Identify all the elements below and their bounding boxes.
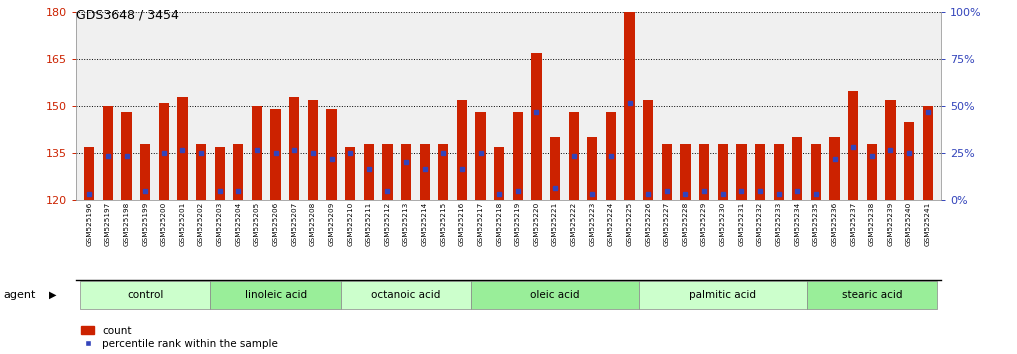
Text: oleic acid: oleic acid [530, 290, 580, 300]
Bar [215, 147, 225, 200]
Text: control: control [127, 290, 164, 300]
Bar [345, 147, 355, 200]
Bar [736, 144, 746, 200]
Bar [811, 144, 821, 200]
Bar [382, 144, 393, 200]
FancyBboxPatch shape [639, 281, 806, 309]
Bar [774, 144, 784, 200]
Bar [308, 100, 318, 200]
FancyBboxPatch shape [471, 281, 639, 309]
Text: GDS3648 / 3454: GDS3648 / 3454 [76, 9, 179, 22]
Legend: count, percentile rank within the sample: count, percentile rank within the sample [81, 326, 279, 349]
Bar [643, 100, 653, 200]
Bar [364, 144, 374, 200]
Text: stearic acid: stearic acid [841, 290, 902, 300]
Bar [159, 103, 169, 200]
Bar [848, 91, 858, 200]
Bar [662, 144, 672, 200]
Bar [438, 144, 448, 200]
Bar [587, 137, 597, 200]
Bar [830, 137, 840, 200]
Bar [569, 113, 579, 200]
Bar [606, 113, 616, 200]
Bar [233, 144, 243, 200]
Bar [84, 147, 95, 200]
Bar [624, 12, 635, 200]
Bar [513, 113, 523, 200]
Bar [494, 147, 504, 200]
Text: agent: agent [3, 290, 36, 300]
Bar [531, 53, 542, 200]
Bar [401, 144, 411, 200]
Bar [680, 144, 691, 200]
Bar [121, 113, 131, 200]
FancyBboxPatch shape [211, 281, 341, 309]
Bar [140, 144, 151, 200]
Text: palmitic acid: palmitic acid [690, 290, 757, 300]
Bar [886, 100, 896, 200]
Bar [718, 144, 728, 200]
Bar [289, 97, 299, 200]
Bar [420, 144, 430, 200]
Bar [699, 144, 709, 200]
Text: ▶: ▶ [49, 290, 56, 300]
Bar [792, 137, 802, 200]
Bar [904, 122, 914, 200]
Bar [196, 144, 206, 200]
Text: octanoic acid: octanoic acid [371, 290, 440, 300]
Bar [550, 137, 560, 200]
FancyBboxPatch shape [341, 281, 471, 309]
Bar [326, 109, 337, 200]
Bar [475, 113, 486, 200]
Bar [271, 109, 281, 200]
FancyBboxPatch shape [806, 281, 937, 309]
Bar [177, 97, 187, 200]
Bar [866, 144, 877, 200]
Bar [457, 100, 467, 200]
Bar [755, 144, 765, 200]
Bar [103, 106, 113, 200]
FancyBboxPatch shape [80, 281, 211, 309]
Bar [252, 106, 262, 200]
Bar [922, 106, 933, 200]
Text: linoleic acid: linoleic acid [244, 290, 307, 300]
